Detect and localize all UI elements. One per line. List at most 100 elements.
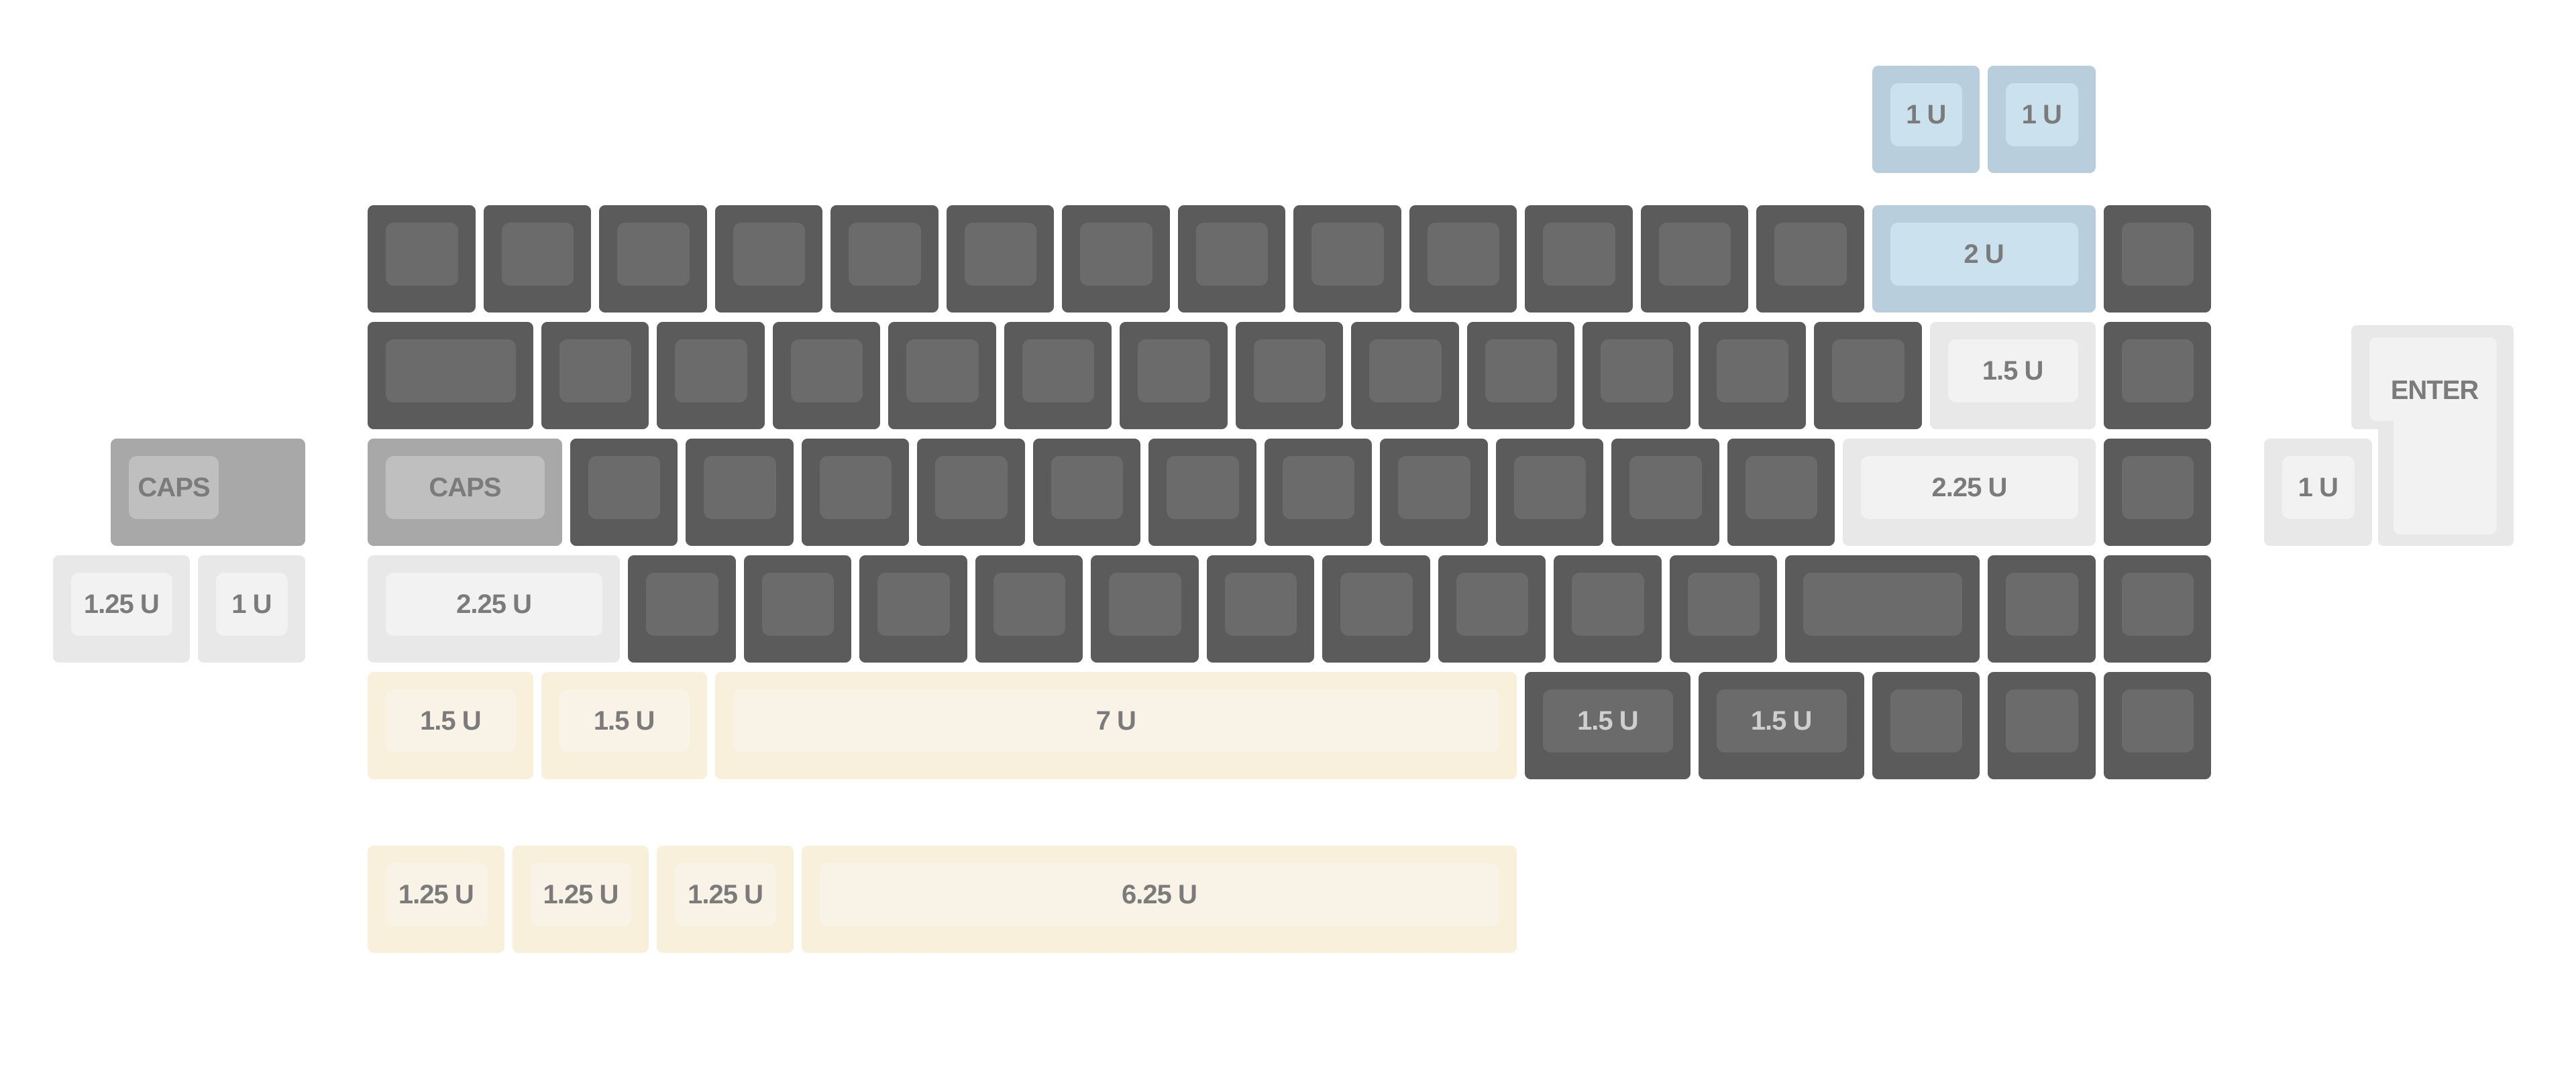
keycap-top	[2006, 689, 2078, 752]
main-key	[888, 322, 996, 429]
keycap-top	[1716, 339, 1789, 402]
main-key	[368, 322, 533, 429]
keycap-top	[733, 223, 805, 286]
keycap-top	[129, 456, 219, 519]
keycap-top	[2121, 689, 2194, 752]
main-key	[1235, 322, 1344, 429]
keycap-top	[1138, 339, 1210, 402]
main-key: 2.25 U	[368, 555, 621, 663]
keycap-top	[1543, 223, 1615, 286]
keycap-top	[617, 223, 690, 286]
key-label: 1.5 U	[1750, 705, 1813, 736]
main-key	[1611, 439, 1719, 546]
main-key	[1380, 439, 1488, 546]
keycap-top	[1832, 339, 1904, 402]
keycap-top	[1861, 456, 2078, 519]
split_backspace-key: 1 U	[1872, 66, 1980, 173]
keycap-top	[761, 573, 835, 636]
main-key: 7 U	[714, 672, 1517, 779]
main-key	[1032, 439, 1141, 546]
keycap-top	[386, 339, 516, 402]
main-key	[2103, 322, 2211, 429]
keycap-top	[1716, 689, 1847, 752]
key-label: 7 U	[1095, 705, 1136, 736]
main-key	[1988, 555, 2096, 663]
keycap-top	[1601, 339, 1673, 402]
main-key	[1554, 555, 1662, 663]
key-label: CAPS	[138, 472, 210, 502]
main-key	[2103, 672, 2211, 779]
keycap-top	[501, 223, 574, 286]
key-label: 1.25 U	[398, 879, 474, 909]
keycap-top	[964, 223, 1036, 286]
keycap-top	[819, 456, 892, 519]
key-label: 1.5 U	[1982, 355, 2044, 386]
keycap-top	[588, 456, 661, 519]
keycap-top	[1774, 223, 1847, 286]
keycap-top	[790, 339, 863, 402]
main-key	[1669, 555, 1778, 663]
main-key	[541, 322, 649, 429]
keycap-top	[1311, 223, 1384, 286]
alt_right-key: 1 U	[2264, 439, 2372, 546]
main-key	[1322, 555, 1430, 663]
keycap-top	[2121, 339, 2194, 402]
main-key	[1091, 555, 1199, 663]
alt_left_shift-key: 1 U	[197, 555, 306, 663]
main-key	[2103, 439, 2211, 546]
main-key	[1351, 322, 1459, 429]
keycap-top	[2006, 83, 2078, 146]
main-key	[628, 555, 736, 663]
main-key	[801, 439, 910, 546]
key-label: 1.5 U	[420, 705, 482, 736]
alt_bottom-key: 1.25 U	[368, 846, 504, 953]
key-label: 2.25 U	[1931, 472, 2008, 502]
main-key	[1466, 322, 1575, 429]
keycap-top	[1022, 339, 1095, 402]
keycap-top	[1282, 456, 1355, 519]
main-key	[1004, 322, 1112, 429]
main-key	[1495, 439, 1604, 546]
keycap-top	[386, 223, 458, 286]
key-label: 1.25 U	[688, 879, 763, 909]
main-key	[772, 322, 881, 429]
keycap-top	[386, 863, 487, 926]
main-key	[1293, 205, 1401, 313]
alt_bottom-key: 1.25 U	[657, 846, 794, 953]
keycap-top	[2121, 573, 2194, 636]
iso-enter-inner	[2369, 337, 2497, 534]
main-key	[1062, 205, 1170, 313]
main-key	[1438, 555, 1546, 663]
keycap-top	[1745, 456, 1818, 519]
main-key	[599, 205, 707, 313]
alt_bottom-key: 1.25 U	[512, 846, 649, 953]
main-key	[1409, 205, 1517, 313]
key-label: 1.25 U	[83, 589, 160, 619]
main-key	[1148, 439, 1256, 546]
keycap-top	[559, 339, 632, 402]
main-key	[1206, 555, 1315, 663]
main-key	[1988, 672, 2096, 779]
keycap-top	[530, 863, 632, 926]
main-key	[368, 205, 476, 313]
main-key: 1.5 U	[541, 672, 707, 779]
main-key	[1264, 439, 1373, 546]
keycap-top	[1051, 456, 1124, 519]
keycap-top	[1658, 223, 1731, 286]
split_backspace-key: 1 U	[1988, 66, 2096, 173]
key-label: 1 U	[1906, 99, 1946, 129]
main-key	[946, 205, 1054, 313]
alt_left_shift-key: 1.25 U	[53, 555, 190, 663]
keycap-top	[646, 573, 718, 636]
keycap-top	[906, 339, 979, 402]
key-label: 1 U	[231, 589, 272, 619]
main-key	[1727, 439, 1835, 546]
main-key: 1.5 U	[368, 672, 533, 779]
keycap-top	[849, 223, 921, 286]
keycap-top	[1629, 456, 1702, 519]
keycap-top	[1947, 339, 2078, 402]
keycap-top	[1080, 223, 1152, 286]
main-key	[1814, 322, 1922, 429]
main-key	[859, 555, 967, 663]
key-label: 1.25 U	[543, 879, 619, 909]
